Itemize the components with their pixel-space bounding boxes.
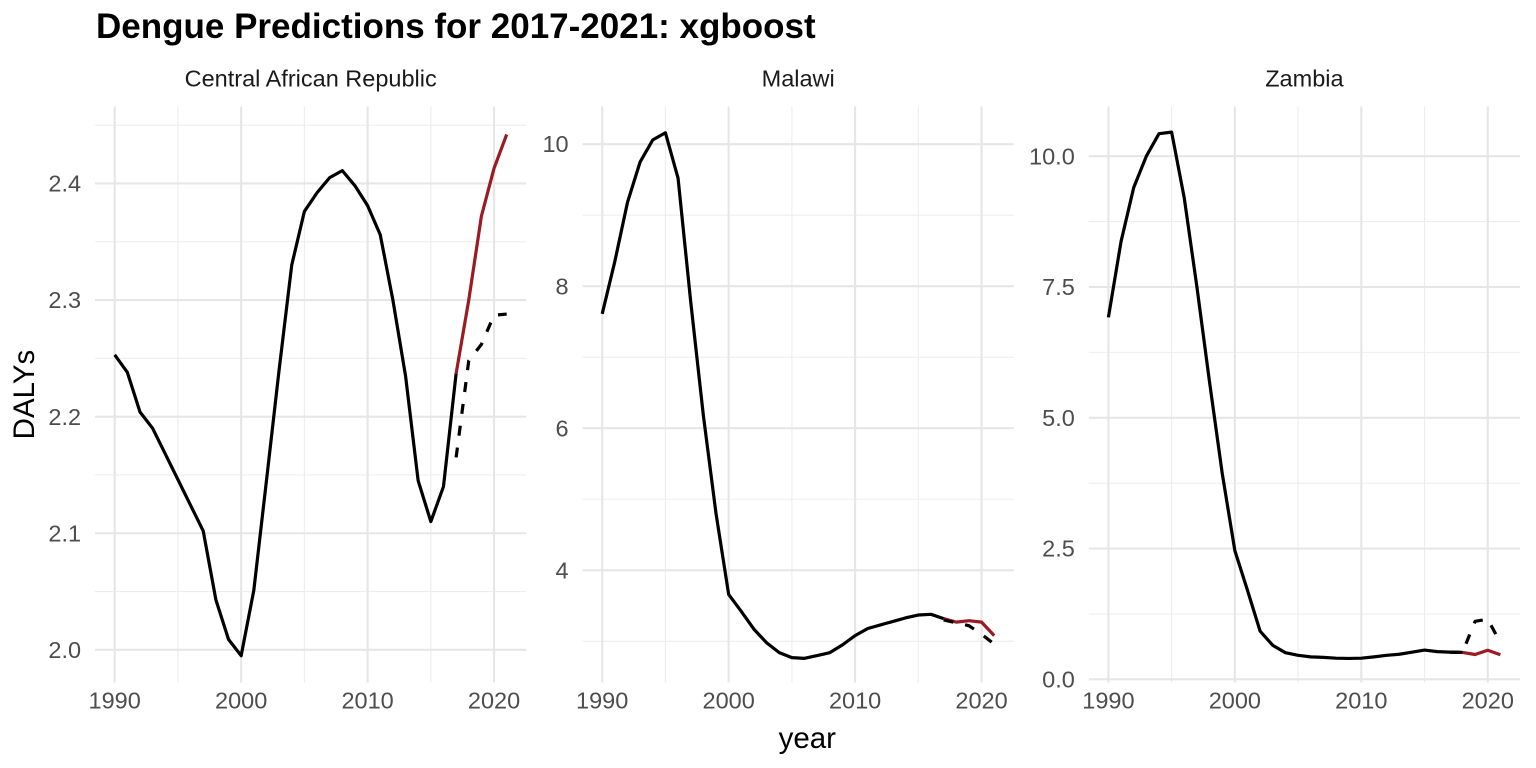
y-tick-label: 4 [556,557,569,583]
series-observed-line [600,131,945,660]
y-tick-label: 0.0 [1042,666,1075,692]
y-tick-label: 8 [556,273,569,299]
x-axis-title: year [779,722,837,755]
series-actual-line [943,618,996,646]
series-predicted-line [454,133,509,374]
y-axis-title: DALYs [8,350,41,440]
x-tick-label: 2020 [468,688,520,714]
y-tick-label: 2.1 [48,520,81,546]
x-tick-label: 2010 [1335,688,1387,714]
x-tick-label: 1990 [576,688,628,714]
x-tick-label: 2000 [1209,688,1261,714]
y-tick-label: 10.0 [1029,143,1075,169]
facet-malawi: 4 6 8 10 1990 2000 2010 2020 Malawi [542,66,1014,714]
y-tick-label: 2.5 [1042,536,1075,562]
x-tick-label: 1990 [89,688,141,714]
y-tick-label: 10 [542,131,568,157]
y-tick-label: 2.4 [48,171,81,197]
y-tick-label: 7.5 [1042,274,1075,300]
x-tick-label: 1990 [1082,688,1134,714]
series-observed-line [1106,130,1463,661]
series-actual-line [454,312,507,458]
y-tick-label: 2.3 [48,287,81,313]
y-tick-label: 2.0 [48,637,81,663]
y-tick-label: 5.0 [1042,405,1075,431]
facet-zambia: 0.0 2.5 5.0 7.5 10.0 1990 2000 2010 2020 Zambia [1029,66,1520,714]
y-tick-label: 6 [556,415,569,441]
x-tick-label: 2020 [955,688,1007,714]
x-tick-label: 2000 [215,688,267,714]
x-tick-label: 2000 [703,688,755,714]
series-observed-line [113,169,458,658]
facet-panels: 2.0 2.1 2.2 2.3 2.4 1990 2000 2010 2020 Central A… [48,66,1520,714]
x-tick-label: 2010 [829,688,881,714]
facet-strip-label: Zambia [1265,66,1344,92]
x-tick-label: 2010 [341,688,393,714]
facet-central-african-republic: 2.0 2.1 2.2 2.3 2.4 1990 2000 2010 2020 Central A… [48,66,527,714]
series-actual-line [1449,617,1502,655]
y-tick-label: 2.2 [48,404,81,430]
x-tick-label: 2020 [1462,688,1514,714]
facet-strip-label: Central African Republic [185,66,437,92]
plot-title: Dengue Predictions for 2017-2021: xgboos… [96,7,816,46]
facet-strip-label: Malawi [762,66,835,92]
